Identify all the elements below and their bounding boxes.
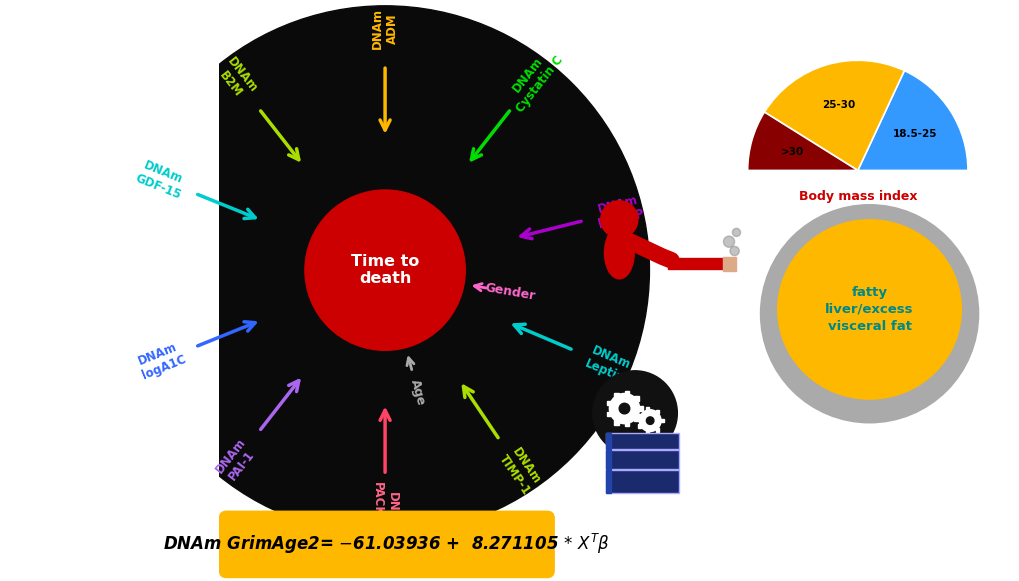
Bar [637,424,641,428]
Circle shape [592,371,677,456]
Circle shape [646,417,653,424]
Bar [605,433,610,449]
Wedge shape [747,112,857,170]
Bar [605,433,679,449]
Text: DNAm
B2M: DNAm B2M [212,55,260,105]
Circle shape [730,246,739,256]
Text: DNAm
logCRP: DNAm logCRP [593,192,645,231]
Bar [605,469,679,493]
Circle shape [619,403,629,414]
Text: >30: >30 [780,146,803,157]
Bar [621,445,648,463]
Bar [605,469,610,493]
Text: DNAm
TIMP-1: DNAm TIMP-1 [495,444,544,497]
Circle shape [600,201,637,238]
Bar [655,410,658,413]
Wedge shape [763,60,904,170]
Bar [638,406,642,411]
Ellipse shape [776,219,961,400]
Bar [645,407,649,411]
Bar [655,428,658,432]
Bar [606,412,611,416]
Text: DNAm
logA1C: DNAm logA1C [133,339,187,382]
Bar [605,450,679,469]
Text: DNAm GrimAge2= $-$61.03936 +  8.271105 $*$ $X^T\beta$: DNAm GrimAge2= $-$61.03936 + 8.271105 $*… [163,532,609,557]
Bar [613,393,619,397]
Text: DNAm
PAI-1: DNAm PAI-1 [212,436,260,486]
Text: fatty
liver/excess
visceral fat: fatty liver/excess visceral fat [824,286,913,333]
Circle shape [732,228,740,236]
Circle shape [305,190,465,350]
Bar [634,396,638,401]
Bar [605,450,610,469]
Bar [667,259,727,268]
Ellipse shape [759,204,978,424]
Bar [625,422,629,426]
Circle shape [120,6,649,535]
Bar [637,414,641,417]
Bar [659,419,663,422]
Circle shape [639,410,660,432]
Bar [613,420,619,425]
Text: Gender: Gender [483,281,536,303]
Circle shape [608,393,639,424]
Bar [634,417,638,421]
Bar [645,431,649,434]
Bar [625,390,629,395]
FancyBboxPatch shape [219,511,553,578]
Bar [722,257,736,271]
Wedge shape [857,71,967,170]
Text: Age: Age [408,378,427,407]
Text: 18.5-25: 18.5-25 [893,129,936,139]
Text: Time to
death: Time to death [351,254,419,286]
Text: 25-30: 25-30 [821,100,854,110]
Bar [606,401,611,406]
Text: DNAm
Cystatin C: DNAm Cystatin C [501,44,566,115]
Text: DNAm
Leptin: DNAm Leptin [583,343,632,386]
Circle shape [722,236,734,248]
Text: DNAm
PACKYRS: DNAm PACKYRS [371,482,398,542]
Text: Body mass index: Body mass index [798,190,916,203]
Text: DNAm
ADM: DNAm ADM [371,8,398,49]
Text: DNAm
GDF-15: DNAm GDF-15 [133,157,189,202]
Ellipse shape [604,227,634,279]
